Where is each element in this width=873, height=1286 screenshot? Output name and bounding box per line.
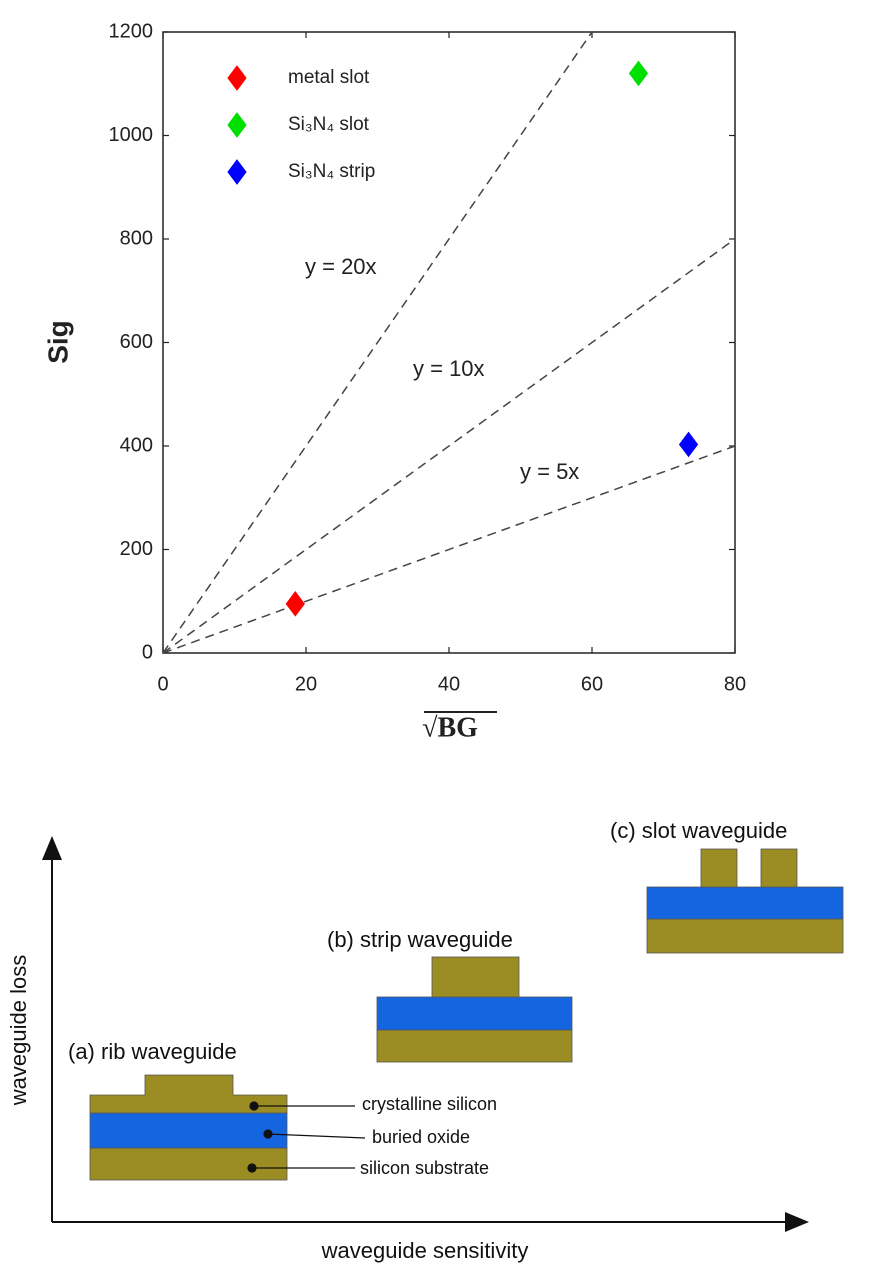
legend-marker [227, 159, 247, 185]
x-tick-label: 20 [295, 673, 317, 695]
reference-label: y = 20x [305, 254, 377, 279]
reference-label: y = 5x [520, 459, 579, 484]
legend-label: metal slot [288, 67, 370, 88]
legend-label: Si₃N₄ slot [288, 114, 370, 135]
y-tick-label: 0 [142, 641, 153, 663]
legend-marker [227, 65, 247, 91]
substrate [646, 918, 844, 954]
point [678, 431, 699, 458]
oxide [646, 886, 844, 920]
strip-waveguide [376, 956, 573, 1063]
reference-line [162, 445, 736, 654]
layer-label: crystalline silicon [362, 1094, 497, 1114]
reference-line [162, 31, 593, 654]
point [628, 60, 649, 87]
strip [431, 956, 520, 998]
layer-label: buried oxide [372, 1127, 470, 1147]
diagram-y-label: waveguide loss [6, 955, 31, 1106]
reference-label: y = 10x [413, 356, 485, 381]
x-tick-label: 0 [157, 673, 168, 695]
oxide [89, 1112, 288, 1149]
diagram-x-label: waveguide sensitivity [321, 1238, 529, 1263]
pillar [760, 848, 798, 888]
x-tick-label: 60 [581, 673, 603, 695]
rib-waveguide [89, 1074, 288, 1181]
y-tick-label: 600 [120, 331, 153, 353]
legend-label: Si₃N₄ strip [288, 161, 375, 182]
x-axis-label: √BG [422, 712, 478, 743]
waveguide-label: (c) slot waveguide [610, 818, 787, 843]
callouts [247, 1101, 366, 1173]
plot-frame [162, 31, 736, 654]
legend-marker [227, 112, 247, 138]
reference-line [162, 238, 736, 654]
y-tick-label: 1000 [109, 124, 154, 146]
y-axis-label: Sig [42, 320, 73, 364]
x-tick-label: 40 [438, 673, 460, 695]
y-tick-label: 800 [120, 227, 153, 249]
y-tick-label: 200 [120, 538, 153, 560]
callout-line [267, 1133, 366, 1139]
layer-label: silicon substrate [360, 1158, 489, 1178]
y-tick-label: 400 [120, 434, 153, 456]
waveguide-label: (b) strip waveguide [327, 927, 513, 952]
waveguide-label: (a) rib waveguide [68, 1039, 237, 1064]
pillar [700, 848, 738, 888]
x-tick-label: 80 [724, 673, 746, 695]
substrate [89, 1147, 288, 1181]
point [285, 591, 305, 617]
y-tick-label: 1200 [109, 20, 154, 42]
substrate [376, 1029, 573, 1063]
rib [89, 1074, 288, 1114]
slot-waveguide [646, 848, 844, 954]
oxide [376, 996, 573, 1031]
